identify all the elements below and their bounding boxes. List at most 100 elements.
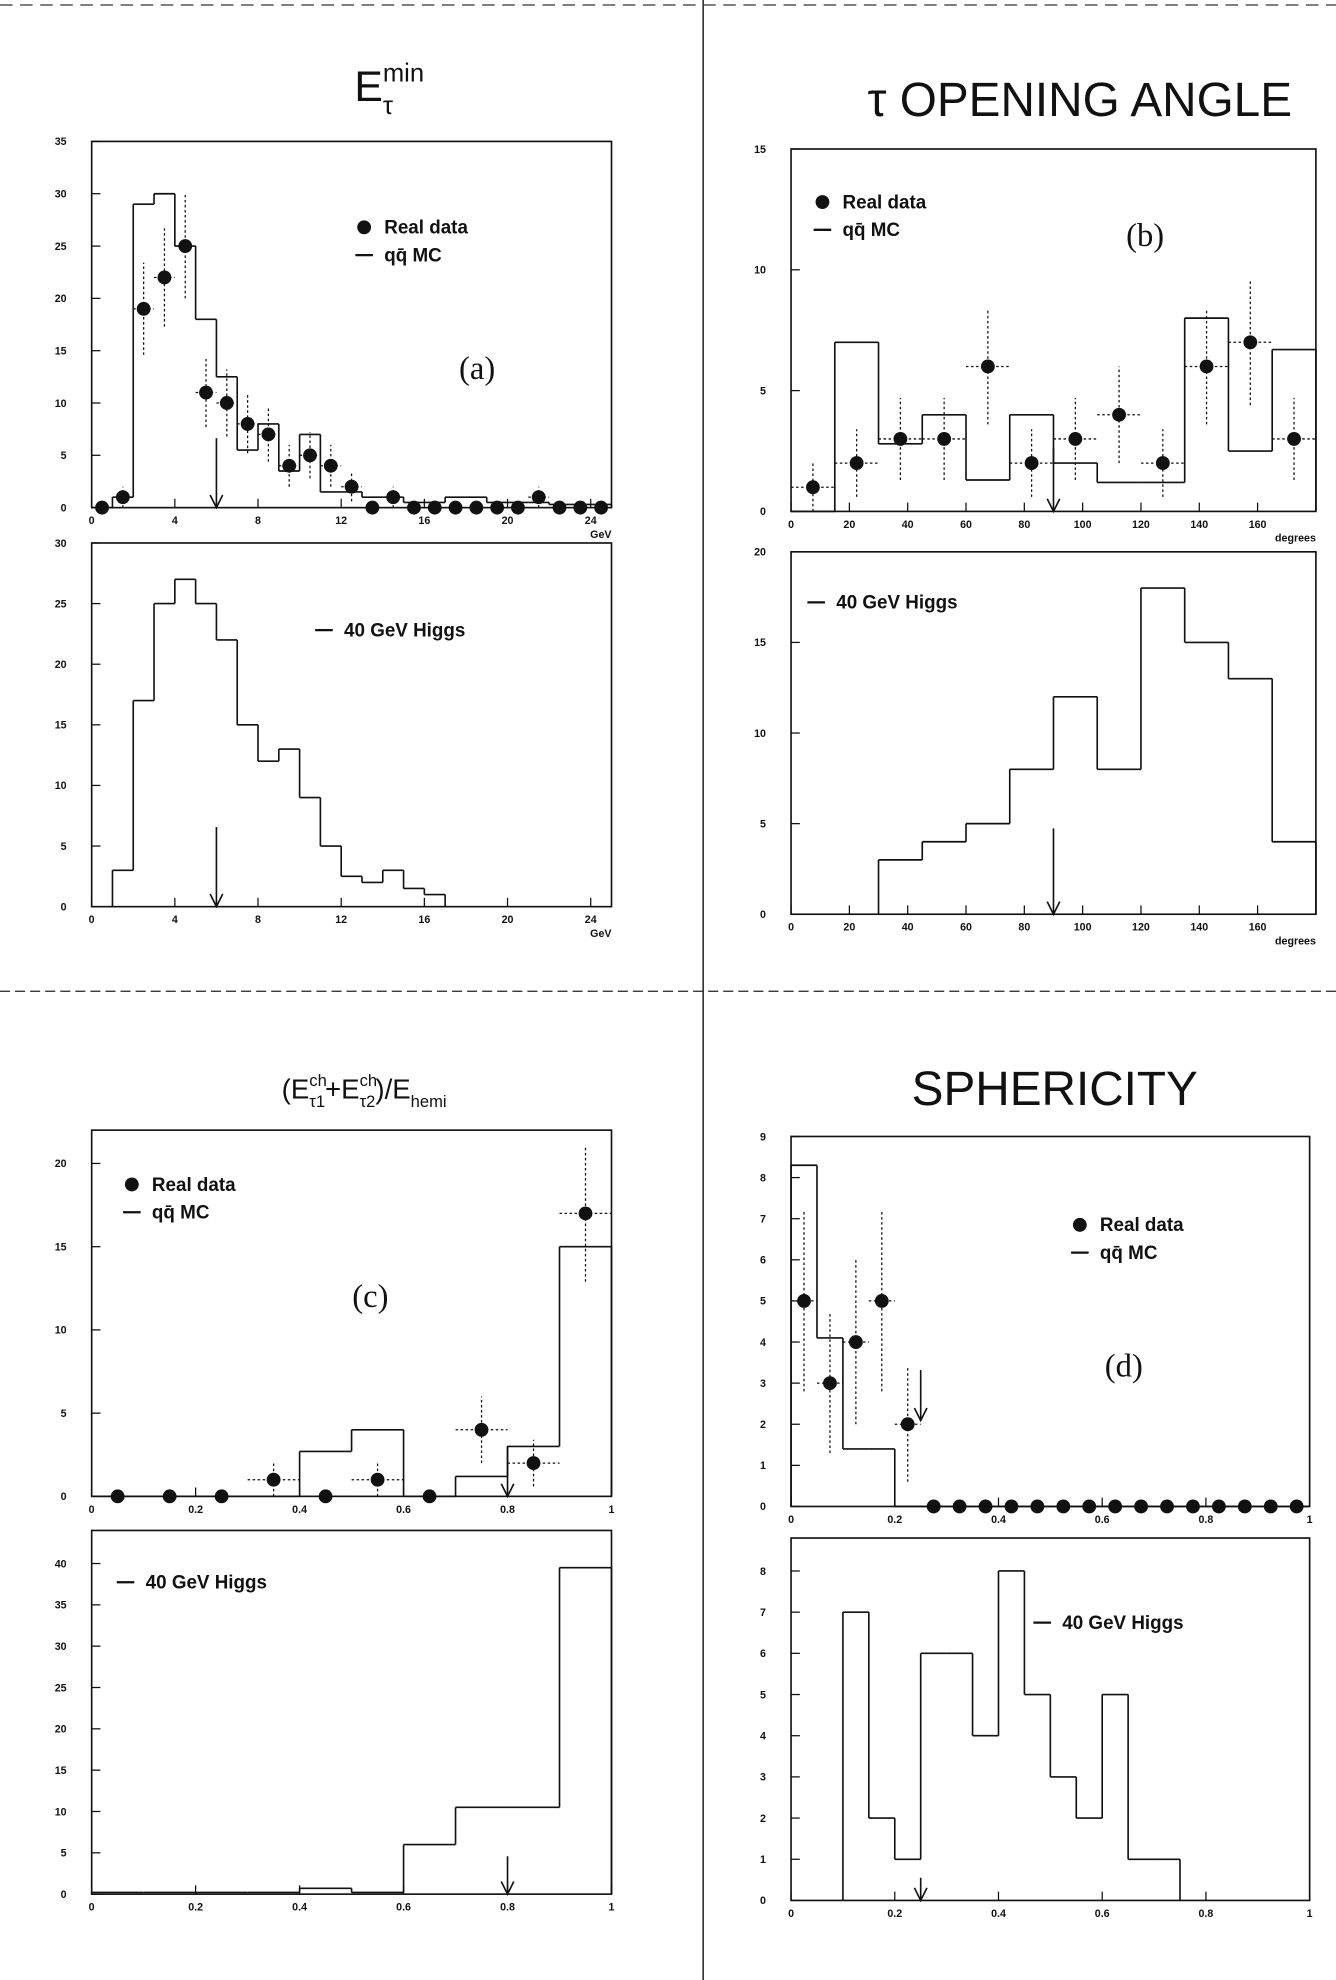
legend-label: Real data xyxy=(843,192,927,213)
title-part: ch xyxy=(360,1071,377,1090)
x-tick-label: 60 xyxy=(960,519,972,531)
y-tick-label: 20 xyxy=(55,1724,67,1736)
data-point xyxy=(240,416,255,431)
y-tick-label: 3 xyxy=(760,1772,766,1784)
x-tick-label: 24 xyxy=(585,914,597,926)
x-tick-label: 0 xyxy=(788,1908,794,1920)
data-point xyxy=(490,500,505,515)
x-tick-label: 80 xyxy=(1018,519,1030,531)
data-point xyxy=(937,431,952,446)
data-point xyxy=(1112,407,1126,422)
legend-marker xyxy=(815,195,830,209)
y-tick-label: 0 xyxy=(61,1889,67,1901)
x-tick-label: 0 xyxy=(89,1504,95,1516)
x-tick-label: 60 xyxy=(960,922,972,934)
x-tick-label: 0.6 xyxy=(1095,1908,1110,1920)
chart-title: (Ech τ1+Ech τ2)/Ehemi xyxy=(282,1071,447,1111)
data-point xyxy=(199,385,213,400)
data-point xyxy=(578,1206,593,1221)
x-tick-label: 40 xyxy=(902,519,914,531)
data-point xyxy=(323,458,338,473)
x-tick-label: 16 xyxy=(418,515,430,527)
title-part: hemi xyxy=(411,1092,447,1111)
y-tick-label: 0 xyxy=(760,909,766,921)
data-point xyxy=(219,396,234,410)
data-point xyxy=(806,480,820,495)
x-tick-label: 0.4 xyxy=(991,1908,1006,1920)
title-part: τ xyxy=(383,92,393,120)
x-axis-label: degrees xyxy=(1275,936,1316,948)
y-tick-label: 20 xyxy=(55,1158,67,1170)
x-tick-label: 0 xyxy=(788,922,794,934)
y-tick-label: 8 xyxy=(760,1172,766,1184)
data-point xyxy=(980,359,995,374)
data-point xyxy=(136,301,151,316)
title-part: τ2 xyxy=(360,1092,376,1111)
y-tick-label: 4 xyxy=(760,1730,766,1742)
data-point xyxy=(531,490,546,505)
x-tick-label: 80 xyxy=(1018,922,1030,934)
legend-marker xyxy=(1072,1217,1087,1232)
cut-arrow-head xyxy=(209,893,224,909)
y-tick-label: 5 xyxy=(61,1408,67,1420)
x-tick-label: 0.8 xyxy=(500,1902,515,1914)
y-tick-label: 5 xyxy=(61,450,67,462)
legend-marker xyxy=(357,220,372,235)
x-tick-label: 100 xyxy=(1074,922,1092,934)
x-tick-label: 40 xyxy=(902,922,914,934)
x-tick-label: 0 xyxy=(788,519,794,531)
y-tick-label: 5 xyxy=(760,1296,766,1308)
data-point xyxy=(874,1293,889,1308)
y-tick-label: 9 xyxy=(760,1131,766,1143)
x-tick-label: 0.4 xyxy=(292,1504,307,1516)
title-part: min xyxy=(383,60,424,88)
y-tick-label: 25 xyxy=(55,1682,67,1694)
title-part: τ1 xyxy=(309,1092,325,1111)
chart-title: τ OPENING ANGLE xyxy=(868,74,1292,127)
panel-label: (d) xyxy=(1105,1348,1143,1384)
y-tick-label: 6 xyxy=(760,1255,766,1267)
panel-label: (b) xyxy=(1126,218,1164,254)
cut-arrow-head xyxy=(913,1407,928,1423)
chart-title: Emin τ xyxy=(354,60,424,120)
y-tick-label: 10 xyxy=(754,728,766,740)
legend-label: 40 GeV Higgs xyxy=(344,620,465,641)
legend-label: 40 GeV Higgs xyxy=(836,593,957,614)
data-point xyxy=(849,456,864,471)
y-tick-label: 0 xyxy=(760,1895,766,1907)
y-tick-label: 35 xyxy=(55,1600,67,1612)
data-point xyxy=(318,1489,333,1504)
cut-arrow-head xyxy=(500,1483,515,1499)
x-tick-label: 100 xyxy=(1074,519,1092,531)
y-tick-label: 4 xyxy=(760,1337,766,1349)
x-tick-label: 140 xyxy=(1190,519,1208,531)
y-tick-label: 8 xyxy=(760,1566,766,1578)
y-tick-label: 0 xyxy=(760,1501,766,1513)
data-point xyxy=(1287,431,1301,446)
legend-label: qq̄ MC xyxy=(152,1203,210,1224)
cut-arrow-head xyxy=(500,1881,515,1896)
x-tick-label: 0 xyxy=(89,515,95,527)
y-tick-label: 2 xyxy=(760,1813,766,1825)
x-tick-label: 20 xyxy=(843,922,855,934)
data-point xyxy=(848,1335,863,1349)
panel-label: (a) xyxy=(459,351,495,387)
x-axis-label: degrees xyxy=(1275,533,1316,545)
y-tick-label: 0 xyxy=(760,506,766,518)
data-point xyxy=(1024,456,1039,471)
x-axis-label: GeV xyxy=(590,529,612,541)
cut-arrow-head xyxy=(209,494,224,510)
x-tick-label: 12 xyxy=(335,515,347,527)
x-tick-label: 16 xyxy=(418,914,430,926)
data-point xyxy=(344,479,359,494)
y-tick-label: 1 xyxy=(760,1460,766,1472)
data-point xyxy=(157,270,172,285)
y-tick-label: 7 xyxy=(760,1607,766,1619)
data-point xyxy=(1068,431,1083,446)
x-tick-label: 0.2 xyxy=(887,1514,902,1526)
title-part: E xyxy=(354,63,382,111)
x-tick-label: 0.4 xyxy=(991,1514,1006,1526)
legend-label: Real data xyxy=(384,218,468,239)
x-tick-label: 160 xyxy=(1249,519,1267,531)
x-tick-label: 0.4 xyxy=(292,1902,307,1914)
